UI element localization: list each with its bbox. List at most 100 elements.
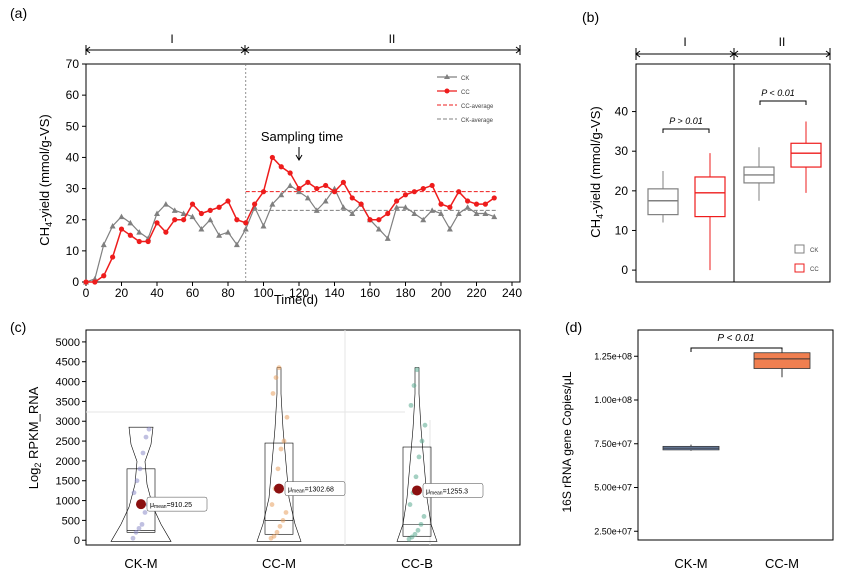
cc-point-26 [314, 185, 320, 192]
y-tick-label-d-3: 1.00e+08 [594, 395, 632, 405]
x-tick-label-a-4: 80 [221, 286, 235, 300]
cc-point-8 [154, 220, 160, 226]
cc-point-44 [473, 201, 480, 207]
ck-point-22 [278, 191, 285, 198]
x-tick-label-c-2: CC-B [401, 556, 433, 571]
ck-point-11 [180, 210, 187, 216]
ck-point-41 [446, 226, 453, 232]
cc-point-9 [163, 229, 169, 235]
ck-point-25 [304, 194, 311, 201]
legend-cc: CC [461, 90, 470, 96]
ck-point-29 [340, 204, 347, 210]
y-tick-label-b-2: 20 [615, 184, 629, 198]
panel-a-label: (a) [10, 5, 27, 21]
panel-c-plot-frame [85, 329, 521, 546]
ck-point-21 [269, 201, 276, 207]
p-value-ii: P < 0.01 [761, 88, 794, 98]
y-tick-label-b-3: 30 [615, 144, 629, 158]
violin-point-2-6 [407, 502, 413, 507]
cc-point-19 [252, 201, 258, 207]
cc-point-3 [110, 254, 116, 260]
y-tick-label-a-3: 30 [66, 182, 80, 196]
y-tick-label-c-0: 0 [74, 535, 80, 547]
violin-point-1-12 [270, 391, 276, 396]
violin-point-0-1 [133, 529, 139, 535]
legend-ck: CK [461, 76, 469, 82]
cc-point-21 [269, 154, 275, 161]
violin-point-1-10 [281, 438, 287, 444]
ck-point-30 [349, 210, 356, 216]
ck-point-44 [473, 210, 480, 216]
cc-point-18 [243, 220, 249, 226]
cc-point-17 [234, 217, 240, 223]
violin-point-0-2 [136, 525, 142, 531]
y-tick-label-d-4: 1.25e+08 [594, 351, 632, 361]
cc-point-36 [402, 192, 409, 198]
cc-point-15 [216, 204, 222, 210]
y-tick-label-c-1: 500 [62, 515, 80, 527]
cc-point-46 [491, 195, 497, 201]
cc-point-12 [189, 201, 196, 207]
y-tick-label-a-0: 0 [72, 275, 79, 289]
ck-point-46 [491, 213, 498, 220]
y-tick-label-c-7: 3500 [56, 396, 80, 408]
ck-point-2 [100, 241, 107, 248]
y-tick-label-a-7: 70 [66, 57, 80, 71]
ck-point-6 [136, 229, 143, 235]
cc-point-39 [429, 182, 435, 189]
cc-point-43 [465, 198, 471, 204]
violin-point-1-11 [284, 414, 290, 420]
cc-point-11 [181, 217, 187, 223]
y-tick-label-c-4: 2000 [56, 456, 80, 468]
panel-d: (d) 16S rRNA gene Copies/μL P < 0.01 2.5… [560, 319, 834, 571]
mean-label-box-ck-m [146, 496, 208, 512]
y-tick-label-c-8: 4000 [56, 377, 80, 389]
y-tick-label-c-3: 1500 [56, 476, 80, 488]
y-tick-label-a-5: 50 [66, 119, 80, 133]
period-i-label-b: I [683, 35, 686, 49]
cc-point-0 [83, 279, 89, 285]
violin-point-2-13 [411, 383, 417, 388]
x-tick-label-c-1: CC-M [262, 556, 296, 571]
violin-point-0-6 [131, 490, 137, 496]
ck-point-35 [393, 204, 400, 210]
ck-point-5 [127, 219, 134, 226]
cc-point-45 [482, 201, 488, 207]
cc-point-5 [127, 232, 133, 238]
violin-point-1-9 [278, 446, 284, 452]
cc-point-40 [438, 201, 444, 207]
violin-point-2-10 [419, 438, 425, 444]
violin-point-0-11 [146, 426, 152, 432]
mean-label-box-cc-b [422, 483, 484, 498]
violin-point-1-8 [275, 466, 281, 472]
ck-point-16 [225, 229, 231, 235]
panel-c: (c) Log2 RPKM_RNA 0 500 1000 1500 2000 2500 30… [10, 319, 521, 571]
violin-point-2-11 [422, 422, 428, 428]
y-tick-label-a-6: 60 [66, 88, 80, 102]
box-b-1 [694, 176, 726, 218]
x-tick-label-a-6: 120 [289, 286, 309, 300]
ck-point-10 [171, 207, 178, 213]
series-line-ck [85, 184, 495, 283]
legend-b-ck: CK [810, 248, 818, 254]
y-axis-title-c: Log2 RPKM_RNA [26, 386, 43, 489]
ck-point-33 [375, 226, 382, 232]
violin-point-1-2 [274, 529, 280, 535]
cc-point-22 [278, 164, 284, 170]
cc-point-37 [411, 189, 417, 195]
violin-point-2-3 [415, 527, 421, 533]
violin-point-0-0 [130, 535, 136, 541]
cc-point-30 [349, 195, 355, 201]
cc-point-34 [385, 210, 391, 217]
cc-point-24 [296, 185, 302, 192]
x-tick-label-a-10: 200 [431, 286, 451, 300]
violin-point-1-1 [271, 533, 277, 539]
y-tick-label-c-5: 2500 [56, 436, 80, 448]
cc-point-42 [456, 189, 462, 195]
violin-point-0-10 [143, 434, 149, 440]
ck-point-38 [420, 216, 427, 223]
y-tick-label-c-9: 4500 [56, 357, 80, 369]
y-tick-label-d-1: 5.00e+07 [594, 483, 632, 493]
mean-label-box-cc-m [284, 481, 346, 496]
violin-point-1-5 [283, 510, 289, 515]
